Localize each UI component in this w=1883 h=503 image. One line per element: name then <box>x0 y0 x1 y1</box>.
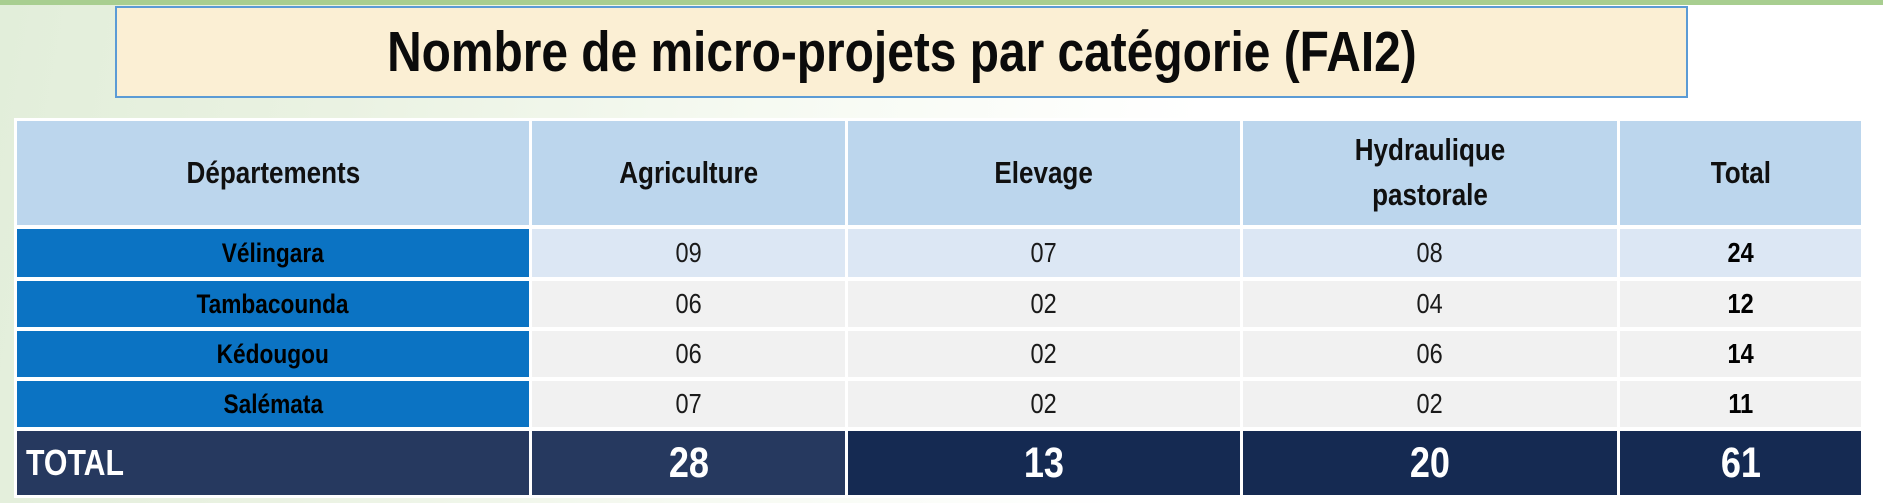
cell-velingara-total: 24 <box>1620 229 1861 277</box>
cell-total-grand: 61 <box>1620 431 1861 495</box>
cell-tambacounda-hydraulique: 04 <box>1243 281 1617 327</box>
cell-salemata-agriculture: 07 <box>532 381 845 427</box>
cell-tambacounda-total: 12 <box>1620 281 1861 327</box>
row-header-tambacounda: Tambacounda <box>17 281 529 327</box>
cell-kedougou-elevage: 02 <box>848 331 1240 377</box>
cell-tambacounda-agriculture: 06 <box>532 281 845 327</box>
cell-velingara-hydraulique: 08 <box>1243 229 1617 277</box>
cell-kedougou-agriculture: 06 <box>532 331 845 377</box>
cell-salemata-total: 11 <box>1620 381 1861 427</box>
cell-total-hydraulique: 20 <box>1243 431 1617 495</box>
column-header-agriculture: Agriculture <box>532 121 845 225</box>
cell-salemata-hydraulique: 02 <box>1243 381 1617 427</box>
total-row-header: TOTAL <box>17 431 529 495</box>
top-edge-strip <box>0 0 1883 5</box>
cell-kedougou-hydraulique: 06 <box>1243 331 1617 377</box>
column-header-total: Total <box>1620 121 1861 225</box>
cell-kedougou-total: 14 <box>1620 331 1861 377</box>
cell-total-elevage: 13 <box>848 431 1240 495</box>
row-header-velingara: Vélingara <box>17 229 529 277</box>
micro-projects-table: Départements Agriculture Elevage Hydraul… <box>14 118 1864 498</box>
slide-title: Nombre de micro-projets par catégorie (F… <box>386 20 1417 84</box>
cell-velingara-agriculture: 09 <box>532 229 845 277</box>
cell-total-agriculture: 28 <box>532 431 845 495</box>
cell-tambacounda-elevage: 02 <box>848 281 1240 327</box>
cell-salemata-elevage: 02 <box>848 381 1240 427</box>
row-header-kedougou: Kédougou <box>17 331 529 377</box>
column-header-elevage: Elevage <box>848 121 1240 225</box>
cell-velingara-elevage: 07 <box>848 229 1240 277</box>
slide-title-box: Nombre de micro-projets par catégorie (F… <box>115 6 1688 98</box>
column-header-hydraulique-pastorale: Hydraulique pastorale <box>1243 121 1617 225</box>
row-header-salemata: Salémata <box>17 381 529 427</box>
column-header-departements: Départements <box>17 121 529 225</box>
